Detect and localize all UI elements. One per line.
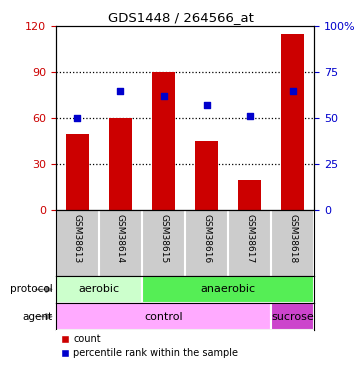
Bar — [109, 118, 132, 210]
Point — [118, 88, 123, 94]
Text: GSM38614: GSM38614 — [116, 214, 125, 263]
Text: GSM38615: GSM38615 — [159, 214, 168, 263]
Text: GSM38616: GSM38616 — [202, 214, 211, 263]
Bar — [271, 303, 314, 330]
Point — [204, 102, 209, 108]
Point — [290, 88, 295, 94]
Bar — [66, 134, 89, 210]
Text: control: control — [144, 312, 183, 321]
Text: agent: agent — [22, 312, 52, 321]
Point — [75, 116, 81, 122]
Text: GDS1448 / 264566_at: GDS1448 / 264566_at — [108, 11, 253, 24]
Bar — [56, 303, 271, 330]
Text: protocol: protocol — [10, 285, 52, 294]
Bar — [238, 180, 261, 210]
Text: GSM38618: GSM38618 — [288, 214, 297, 263]
Legend: count, percentile rank within the sample: count, percentile rank within the sample — [61, 334, 239, 358]
Bar — [281, 34, 304, 210]
Bar — [56, 276, 142, 303]
Text: anaerobic: anaerobic — [200, 285, 256, 294]
Bar — [142, 276, 314, 303]
Point — [161, 93, 166, 99]
Text: sucrose: sucrose — [271, 312, 314, 321]
Text: GSM38613: GSM38613 — [73, 214, 82, 263]
Text: aerobic: aerobic — [78, 285, 119, 294]
Point — [247, 114, 252, 120]
Bar — [195, 141, 218, 210]
Text: GSM38617: GSM38617 — [245, 214, 254, 263]
Bar — [152, 72, 175, 210]
